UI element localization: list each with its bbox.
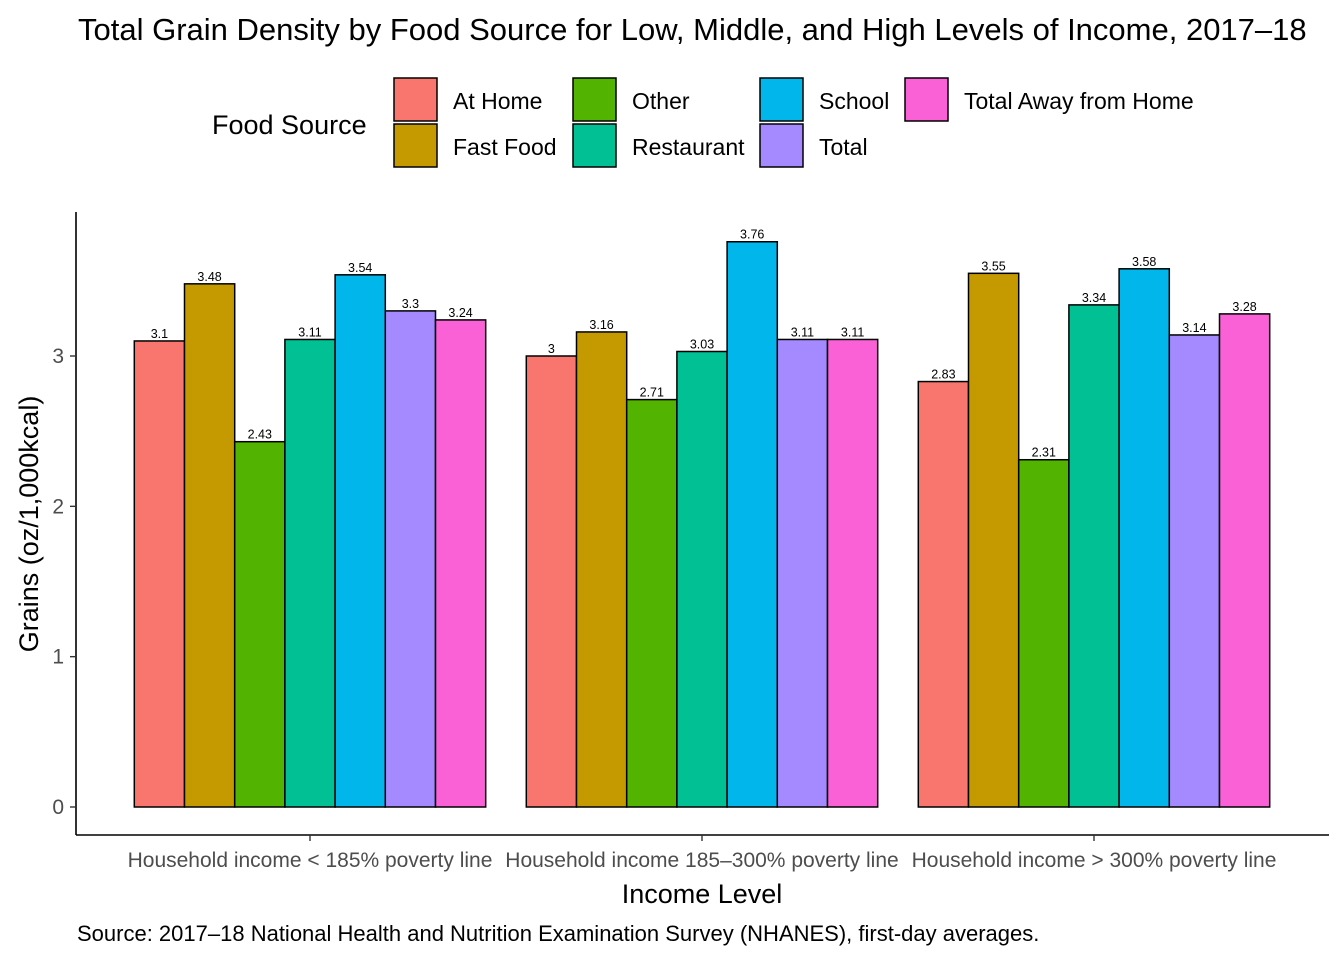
bar (726, 240, 779, 808)
bar-value-label: 3.11 (298, 325, 321, 339)
y-tick-label: 0 (52, 796, 64, 819)
x-tick-label: Household income < 185% poverty line (128, 849, 493, 872)
legend-swatch (572, 77, 617, 122)
legend-label: Restaurant (632, 134, 745, 160)
bar (575, 331, 628, 808)
bar-value-label: 3.14 (1182, 321, 1206, 335)
bar (1118, 268, 1171, 808)
bar-value-label: 3.34 (1082, 291, 1106, 305)
bar (1017, 458, 1070, 808)
bar-value-label: 3.11 (791, 325, 814, 339)
x-tick-label: Household income 185–300% poverty line (505, 849, 898, 872)
bar (625, 398, 678, 808)
legend: At Home Fast Food Other Restaurant School Tot… (393, 77, 1194, 168)
x-tick-label: Household income > 300% poverty line (912, 849, 1277, 872)
bar (826, 338, 879, 808)
bar (676, 350, 728, 808)
legend-label: At Home (453, 88, 542, 114)
x-axis-title: Income Level (622, 879, 783, 909)
legend-title: Food Source (212, 110, 367, 140)
bar (776, 338, 829, 808)
bar (233, 440, 286, 808)
bar (334, 274, 387, 808)
legend-swatch (393, 77, 438, 122)
bar-value-label: 3.11 (841, 325, 864, 339)
legend-swatch (759, 77, 804, 122)
legend-label: Other (632, 88, 690, 114)
chart-title: Total Grain Density by Food Source for L… (78, 12, 1307, 47)
bar-value-label: 3.24 (448, 306, 472, 320)
bar (1068, 304, 1120, 808)
y-tick-label: 3 (52, 345, 64, 368)
bar-value-label: 2.43 (248, 428, 272, 442)
bar-value-label: 3.1 (151, 327, 168, 341)
bar (384, 310, 437, 808)
legend-swatch (572, 123, 617, 168)
legend-swatch (393, 123, 438, 168)
bars: 3.1 3.48 2.43 3.11 3.54 3.3 3.24 3 3.16 2.71 3.03 3… (133, 228, 1271, 808)
x-axis: Household income < 185% poverty line Hous… (76, 834, 1329, 872)
legend-swatch (904, 77, 949, 122)
bar-value-label: 3 (548, 342, 555, 356)
legend-swatch (759, 123, 804, 168)
bar (917, 380, 970, 808)
y-axis-title: Grains (oz/1,000kcal) (14, 396, 44, 653)
legend-label: School (819, 88, 889, 114)
bar (525, 355, 578, 808)
bar-value-label: 3.16 (589, 318, 613, 332)
bar-value-label: 2.71 (640, 386, 664, 400)
bar (183, 283, 236, 808)
bar-value-label: 2.31 (1032, 446, 1056, 460)
legend-label: Total (819, 134, 868, 160)
source-caption: Source: 2017–18 National Health and Nutr… (77, 921, 1039, 946)
bar (284, 338, 336, 808)
legend-label: Fast Food (453, 134, 557, 160)
bar-value-label: 3.28 (1232, 300, 1256, 314)
bar-value-label: 2.83 (931, 368, 955, 382)
bar-value-label: 3.3 (402, 297, 419, 311)
y-axis: 0 1 2 3 (52, 212, 77, 835)
legend-label: Total Away from Home (964, 88, 1194, 114)
y-tick-label: 2 (52, 495, 64, 518)
bar-value-label: 3.58 (1132, 255, 1156, 269)
bar-value-label: 3.48 (197, 270, 221, 284)
bar (434, 319, 487, 808)
bar-value-label: 3.76 (740, 228, 764, 242)
bar (1218, 313, 1271, 808)
bar (967, 272, 1020, 808)
bar (1168, 334, 1221, 808)
bar-value-label: 3.55 (981, 259, 1005, 273)
bar (133, 340, 186, 808)
bar-value-label: 3.54 (348, 261, 372, 275)
bar-value-label: 3.03 (690, 337, 714, 351)
y-tick-label: 1 (52, 646, 64, 669)
